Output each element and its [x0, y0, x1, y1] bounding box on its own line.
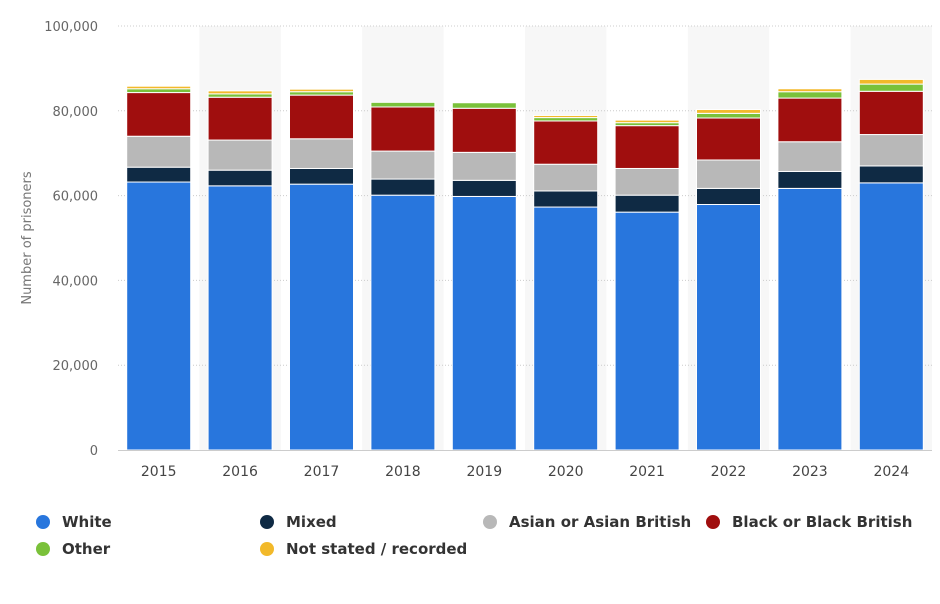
bar-2018-asian-or-asian-british[interactable]: [370, 150, 436, 180]
x-tick-label: 2016: [222, 464, 258, 480]
bar-2023-black-or-black-british[interactable]: [777, 97, 843, 143]
legend-item-black[interactable]: Black or Black British: [706, 511, 912, 533]
x-tick-label: 2020: [548, 464, 584, 480]
y-tick-label: 100,000: [44, 20, 98, 35]
bar-2021-mixed[interactable]: [614, 194, 680, 213]
legend-item-not-stated[interactable]: Not stated / recorded: [260, 538, 467, 560]
legend: White Mixed Asian or Asian British Black…: [36, 511, 936, 571]
bar-2021-not-stated-recorded[interactable]: [614, 119, 680, 124]
bar-2024-not-stated-recorded[interactable]: [858, 78, 924, 85]
bar-2023-other[interactable]: [777, 91, 843, 99]
legend-marker-other: [36, 542, 50, 556]
x-tick-label: 2019: [466, 464, 502, 480]
bar-2019-white[interactable]: [451, 195, 517, 451]
bar-2019-other[interactable]: [451, 102, 517, 109]
x-tick-label: 2022: [711, 464, 747, 480]
bar-2016-not-stated-recorded[interactable]: [207, 90, 273, 95]
bar-2024-black-or-black-british[interactable]: [858, 90, 924, 136]
legend-item-other[interactable]: Other: [36, 538, 110, 560]
bar-2023-not-stated-recorded[interactable]: [777, 88, 843, 93]
x-tick-label: 2024: [873, 464, 909, 480]
legend-marker-white: [36, 515, 50, 529]
legend-label-asian: Asian or Asian British: [509, 513, 692, 531]
bar-2015-black-or-black-british[interactable]: [126, 92, 192, 137]
y-tick-label: 80,000: [53, 105, 99, 120]
bar-2015-white[interactable]: [126, 181, 192, 451]
x-tick-label: 2023: [792, 464, 828, 480]
bar-2022-other[interactable]: [696, 112, 761, 119]
bar-2020-other[interactable]: [533, 117, 599, 122]
legend-item-asian[interactable]: Asian or Asian British: [483, 511, 691, 533]
legend-marker-not-stated: [260, 542, 274, 556]
y-tick-label: 40,000: [53, 274, 99, 289]
bar-2021-white[interactable]: [614, 211, 680, 451]
legend-marker-black: [706, 515, 720, 529]
y-axis-label: Number of prisoners: [20, 171, 35, 305]
bar-2017-not-stated-recorded[interactable]: [289, 88, 354, 93]
bar-2017-black-or-black-british[interactable]: [289, 94, 354, 140]
legend-item-white[interactable]: White: [36, 511, 112, 533]
bar-2019-asian-or-asian-british[interactable]: [451, 151, 517, 181]
bar-2017-mixed[interactable]: [289, 167, 354, 185]
bar-2024-asian-or-asian-british[interactable]: [858, 134, 924, 167]
x-tick-label: 2018: [385, 464, 421, 480]
legend-marker-mixed: [260, 515, 274, 529]
bar-2020-asian-or-asian-british[interactable]: [533, 163, 599, 192]
bar-2020-not-stated-recorded[interactable]: [533, 114, 599, 119]
bar-2015-mixed[interactable]: [126, 166, 192, 183]
bar-2022-white[interactable]: [696, 204, 761, 451]
legend-label-not-stated: Not stated / recorded: [286, 540, 468, 558]
bar-2019-black-or-black-british[interactable]: [451, 107, 517, 153]
bar-2017-white[interactable]: [289, 183, 354, 451]
legend-marker-asian: [483, 515, 497, 529]
bar-2021-asian-or-asian-british[interactable]: [614, 167, 680, 196]
bar-2022-mixed[interactable]: [696, 187, 761, 206]
y-axis-ticks: 0 20,000 40,000 60,000 80,000 100,000: [44, 20, 98, 459]
bar-2017-other[interactable]: [289, 91, 354, 96]
bar-2023-mixed[interactable]: [777, 170, 843, 189]
bar-2015-asian-or-asian-british[interactable]: [126, 135, 192, 168]
legend-label-other: Other: [62, 540, 111, 558]
y-tick-label: 20,000: [53, 359, 99, 374]
bar-2023-asian-or-asian-british[interactable]: [777, 141, 843, 172]
legend-label-mixed: Mixed: [286, 513, 337, 531]
bar-2016-asian-or-asian-british[interactable]: [207, 139, 273, 171]
bar-2020-white[interactable]: [533, 206, 599, 451]
bar-2020-mixed[interactable]: [533, 190, 599, 208]
y-tick-label: 60,000: [53, 190, 99, 205]
bar-2022-not-stated-recorded[interactable]: [696, 109, 761, 114]
y-tick-label: 0: [90, 444, 98, 459]
bar-2018-white[interactable]: [370, 194, 436, 451]
x-tick-label: 2017: [304, 464, 340, 480]
bar-2017-asian-or-asian-british[interactable]: [289, 138, 354, 169]
bar-2016-white[interactable]: [207, 185, 273, 451]
bar-2020-black-or-black-british[interactable]: [533, 120, 599, 165]
bar-2018-other[interactable]: [370, 101, 436, 108]
bar-2018-mixed[interactable]: [370, 178, 436, 196]
bar-2024-other[interactable]: [858, 83, 924, 92]
x-tick-label: 2021: [629, 464, 665, 480]
x-axis-ticks: 2015 2016 2017 2018 2019 2020 2021 2022 2023 2024: [141, 464, 909, 480]
legend-item-mixed[interactable]: Mixed: [260, 511, 337, 533]
bar-2015-other[interactable]: [126, 88, 192, 94]
bar-2018-black-or-black-british[interactable]: [370, 106, 436, 152]
bar-2024-mixed[interactable]: [858, 165, 924, 184]
bar-2015-not-stated-recorded[interactable]: [126, 85, 192, 90]
bar-2023-white[interactable]: [777, 187, 843, 451]
bar-2022-black-or-black-british[interactable]: [696, 117, 761, 161]
legend-label-black: Black or Black British: [732, 513, 913, 531]
legend-label-white: White: [62, 513, 112, 531]
bar-2016-black-or-black-british[interactable]: [207, 96, 273, 141]
bar-2021-black-or-black-british[interactable]: [614, 125, 680, 169]
bar-2016-other[interactable]: [207, 93, 273, 98]
bars: [126, 78, 924, 451]
bar-2024-white[interactable]: [858, 182, 924, 451]
x-tick-label: 2015: [141, 464, 177, 480]
bar-2016-mixed[interactable]: [207, 169, 273, 187]
bar-2019-mixed[interactable]: [451, 179, 517, 197]
bar-2022-asian-or-asian-british[interactable]: [696, 159, 761, 189]
